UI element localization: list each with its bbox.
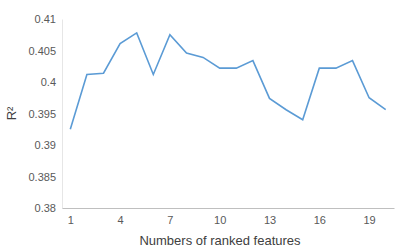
y-axis: 0.38 0.385 0.39 0.395 0.4 0.405 0.41 [28,13,62,214]
x-axis-title: Numbers of ranked features [139,233,301,248]
y-tick-label: 0.385 [28,171,56,183]
y-tick-label: 0.4 [41,76,56,88]
y-tick: 0.39 [35,139,62,151]
x-tick: 1 [68,208,74,226]
y-tick-label: 0.41 [35,13,56,25]
y-tick-label: 0.405 [28,45,56,57]
x-tick: 7 [167,208,173,226]
y-axis-line [62,20,63,209]
x-tick-label: 13 [264,214,276,226]
x-tick-label: 7 [167,214,173,226]
x-axis-line [63,208,395,209]
y-axis-title: R² [4,106,19,120]
plot [70,33,385,129]
chart: 0.380.3850.390.3950.40.4050.411471013161… [0,0,400,251]
x-tick: 10 [214,208,226,226]
x-tick: 4 [118,208,124,226]
x-tick-label: 19 [363,214,375,226]
y-tick-label: 0.39 [35,139,56,151]
y-tick: 0.4 [41,76,62,88]
y-tick: 0.41 [35,13,62,25]
y-tick-label: 0.395 [28,108,56,120]
x-tick-label: 1 [68,214,74,226]
y-tick-label: 0.38 [35,202,56,214]
y-tick: 0.395 [28,108,62,120]
x-axis: 1 4 7 10 13 16 19 [63,208,395,226]
x-tick-label: 16 [314,214,326,226]
x-tick: 16 [314,208,326,226]
y-tick: 0.38 [35,202,62,214]
line [70,33,385,129]
y-tick: 0.385 [28,171,62,183]
x-tick-label: 4 [118,214,124,226]
x-tick: 13 [264,208,276,226]
x-tick-label: 10 [214,214,226,226]
x-tick: 19 [363,208,375,226]
y-tick: 0.405 [28,45,62,57]
